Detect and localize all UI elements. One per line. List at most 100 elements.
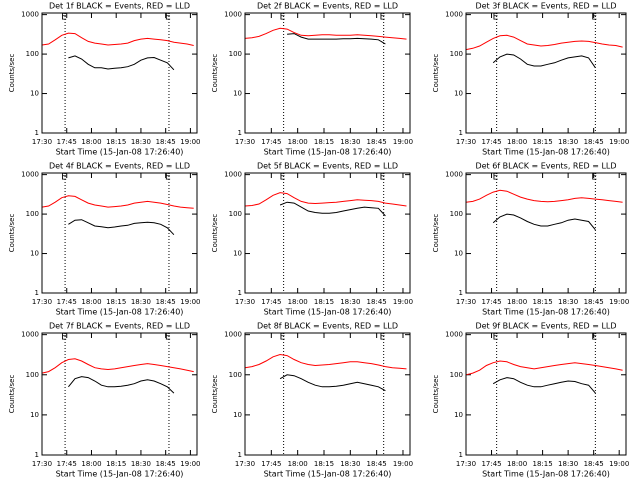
y-tick-label: 100: [26, 210, 39, 218]
x-tick-label: 18:30: [340, 138, 360, 146]
y-tick-label: 1: [459, 289, 463, 297]
series-line: [492, 53, 596, 69]
y-tick-label: 100: [450, 50, 463, 58]
x-tick-label: 18:30: [558, 138, 578, 146]
x-tick-label: 18:15: [106, 138, 126, 146]
y-tick-label: 1000: [445, 171, 463, 179]
x-tick-label: 18:15: [533, 298, 553, 306]
y-tick-label: 1: [35, 129, 39, 137]
x-tick-label: 18:00: [288, 460, 308, 468]
plot-frame: [244, 12, 411, 134]
x-tick-label: 18:00: [288, 138, 308, 146]
x-tick-label: 18:00: [81, 138, 101, 146]
x-tick-label: 19:00: [393, 460, 413, 468]
series-line: [41, 195, 194, 209]
series-line: [287, 33, 386, 45]
x-tick-label: 18:30: [131, 138, 151, 146]
event-label: E: [380, 333, 386, 343]
y-tick-label: 10: [30, 250, 39, 258]
series-line: [68, 219, 175, 236]
x-tick-label: 17:45: [57, 298, 77, 306]
series-line: [492, 213, 596, 231]
y-tick-label: 100: [450, 371, 463, 379]
x-tick-label: 19:00: [609, 138, 629, 146]
event-label: E: [165, 13, 171, 23]
y-tick-label: 10: [233, 250, 242, 258]
x-tick-label: 17:45: [57, 138, 77, 146]
x-tick-label: 17:30: [456, 460, 476, 468]
event-label: E: [165, 333, 171, 343]
chart-title: Det 8f BLACK = Events, RED = LLD: [257, 322, 398, 331]
chart-title: Det 7f BLACK = Events, RED = LLD: [49, 322, 190, 331]
x-tick-label: 19:00: [180, 298, 200, 306]
series-line: [465, 189, 623, 203]
x-tick-label: 18:00: [81, 460, 101, 468]
x-tick-label: 18:45: [156, 298, 176, 306]
x-tick-label: 19:00: [180, 460, 200, 468]
y-tick-label: 1: [238, 289, 242, 297]
y-tick-label: 100: [229, 210, 242, 218]
y-axis-label: Counts/sec: [211, 54, 219, 93]
x-tick-label: 18:45: [367, 138, 387, 146]
event-label: E: [493, 173, 499, 183]
y-axis-label: Counts/sec: [211, 375, 219, 414]
y-tick-label: 1000: [21, 171, 39, 179]
x-tick-label: 19:00: [609, 298, 629, 306]
y-tick-label: 10: [454, 411, 463, 419]
y-tick-label: 1000: [21, 331, 39, 339]
y-tick-label: 100: [229, 50, 242, 58]
y-tick-label: 100: [450, 210, 463, 218]
series-line: [244, 27, 407, 40]
plot-frame: [41, 332, 198, 456]
x-tick-label: 18:45: [584, 138, 604, 146]
chart-title: Det 5f BLACK = Events, RED = LLD: [257, 162, 398, 171]
series-line: [41, 32, 194, 46]
x-tick-label: 18:30: [558, 460, 578, 468]
x-tick-label: 18:00: [507, 138, 527, 146]
x-tick-label: 17:45: [481, 298, 501, 306]
x-tick-label: 18:15: [314, 298, 334, 306]
y-tick-label: 10: [454, 250, 463, 258]
event-label: E: [591, 333, 597, 343]
x-axis-label: Start Time (15-Jan-08 17:26:40): [264, 308, 392, 317]
plot-frame: [465, 12, 627, 134]
x-tick-label: 17:30: [32, 298, 52, 306]
event-label: E: [61, 173, 67, 183]
x-tick-label: 18:15: [314, 138, 334, 146]
y-tick-label: 1: [35, 451, 39, 459]
y-tick-label: 1: [35, 289, 39, 297]
x-axis-label: Start Time (15-Jan-08 17:26:40): [264, 148, 392, 157]
series-line: [465, 360, 623, 376]
event-label: E: [493, 333, 499, 343]
event-label: E: [280, 173, 286, 183]
x-tick-label: 19:00: [609, 460, 629, 468]
y-tick-label: 10: [30, 411, 39, 419]
y-tick-label: 1000: [445, 331, 463, 339]
x-tick-label: 18:45: [584, 460, 604, 468]
event-label: E: [493, 13, 499, 23]
y-axis-label: Counts/sec: [432, 375, 440, 414]
y-tick-label: 1000: [21, 11, 39, 19]
x-tick-label: 17:30: [456, 298, 476, 306]
chart-title: Det 4f BLACK = Events, RED = LLD: [49, 162, 190, 171]
x-tick-label: 17:30: [32, 138, 52, 146]
y-axis-label: Counts/sec: [432, 214, 440, 253]
x-tick-label: 17:45: [481, 460, 501, 468]
x-tick-label: 17:30: [235, 460, 255, 468]
event-label: E: [591, 173, 597, 183]
chart-title: Det 9f BLACK = Events, RED = LLD: [475, 322, 616, 331]
plot-frame: [41, 12, 198, 134]
y-tick-label: 1000: [224, 171, 242, 179]
x-tick-label: 19:00: [180, 138, 200, 146]
y-tick-label: 1000: [224, 331, 242, 339]
y-axis-label: Counts/sec: [8, 375, 16, 414]
y-tick-label: 10: [454, 90, 463, 98]
plot-frame: [244, 332, 411, 456]
x-tick-label: 17:30: [32, 460, 52, 468]
x-tick-label: 17:30: [456, 138, 476, 146]
y-tick-label: 1000: [445, 11, 463, 19]
x-tick-label: 17:30: [235, 298, 255, 306]
x-axis-label: Start Time (15-Jan-08 17:26:40): [482, 470, 610, 479]
series-line: [41, 358, 194, 374]
